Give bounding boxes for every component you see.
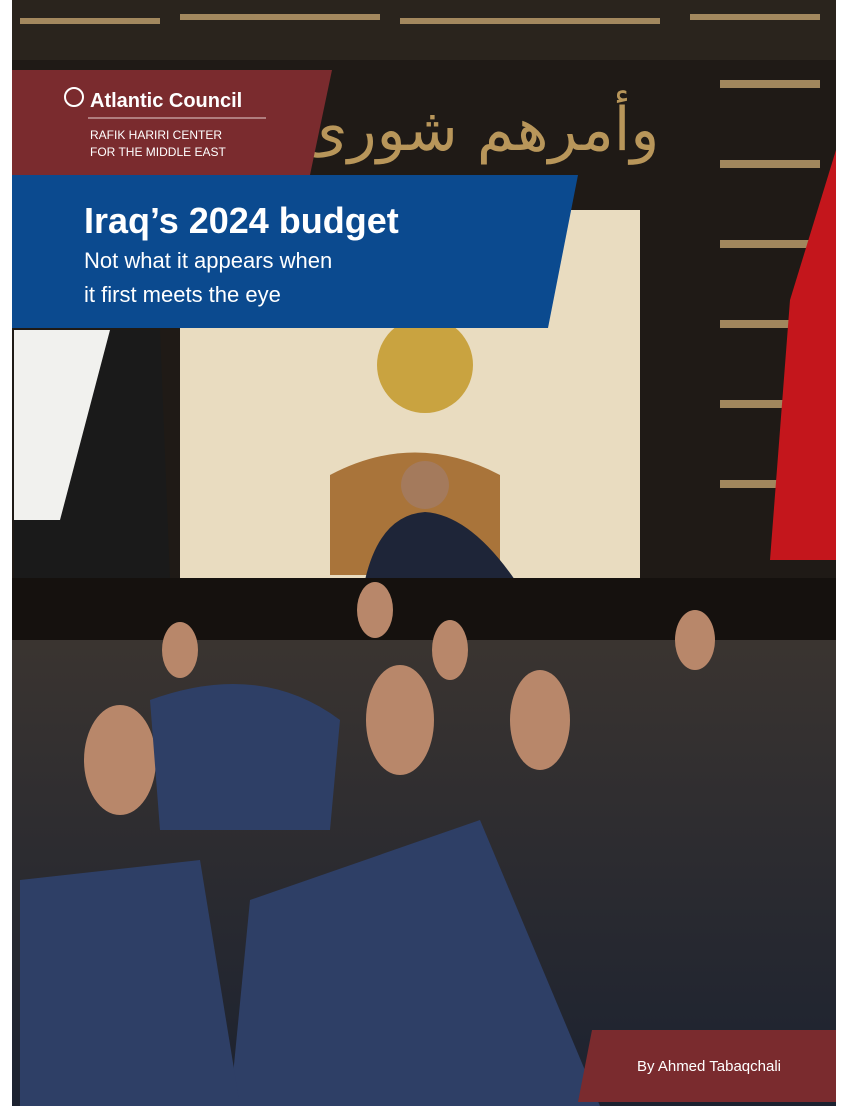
speaker-body	[365, 512, 515, 580]
globe-icon	[64, 87, 84, 107]
emblem	[377, 317, 473, 413]
subtitle: it first meets the eye	[84, 282, 281, 307]
frieze-glyphs	[20, 14, 820, 488]
center-line: FOR THE MIDDLE EAST	[90, 145, 226, 159]
raised-hands	[84, 582, 715, 815]
title-band	[12, 175, 578, 328]
byline: By Ahmed Tabaqchali	[637, 1058, 781, 1075]
brand-panel	[12, 70, 332, 175]
inscription: وأمرهم شورى	[301, 90, 660, 165]
flag-right	[770, 150, 836, 560]
subtitle: Not what it appears when	[84, 248, 333, 273]
brand: Atlantic Council	[90, 90, 243, 112]
title: Iraq’s 2024 budget	[84, 200, 399, 241]
flag-left-white	[14, 330, 110, 520]
wall-frieze	[12, 0, 836, 60]
suits	[20, 684, 600, 1106]
speaker-head	[401, 461, 449, 509]
center-line: RAFIK HARIRI CENTER	[90, 128, 223, 142]
byline-panel	[578, 1030, 836, 1102]
